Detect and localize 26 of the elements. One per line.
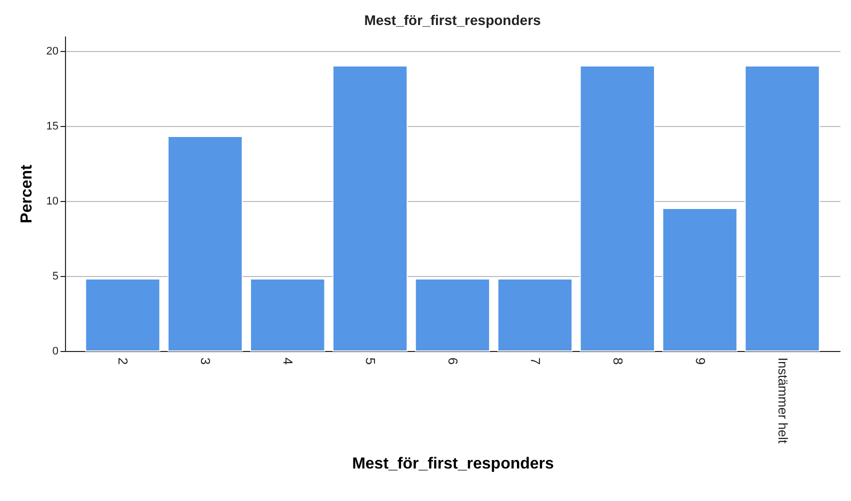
bar	[168, 136, 243, 352]
y-axis-title: Percent	[18, 164, 36, 224]
x-tick-label: 2	[116, 358, 131, 365]
x-tick-label: Instämmer helt	[775, 358, 790, 444]
x-tick-label: 6	[446, 358, 460, 365]
bar	[250, 278, 326, 352]
bar	[332, 66, 408, 352]
bar	[744, 66, 820, 352]
x-tick-label: 3	[198, 358, 214, 365]
x-tick-label: 9	[692, 358, 708, 365]
x-axis-title: Mest_för_first_responders	[352, 455, 554, 472]
bar	[85, 278, 160, 352]
bar	[497, 278, 573, 352]
y-tick-label: 5	[52, 270, 58, 282]
y-tick-label: 10	[46, 196, 58, 208]
bar	[580, 66, 655, 352]
chart-title: Mest_för_first_responders	[364, 12, 542, 28]
y-tick-label: 0	[52, 346, 58, 358]
x-tick-label: 4	[280, 358, 296, 365]
x-tick-label: 8	[610, 358, 626, 365]
y-tick-label: 20	[46, 46, 58, 58]
y-tick-label: 15	[46, 120, 58, 132]
x-tick-label: 5	[363, 358, 378, 365]
bar	[662, 208, 738, 352]
x-tick-label: 7	[528, 358, 543, 365]
bar	[414, 278, 490, 352]
